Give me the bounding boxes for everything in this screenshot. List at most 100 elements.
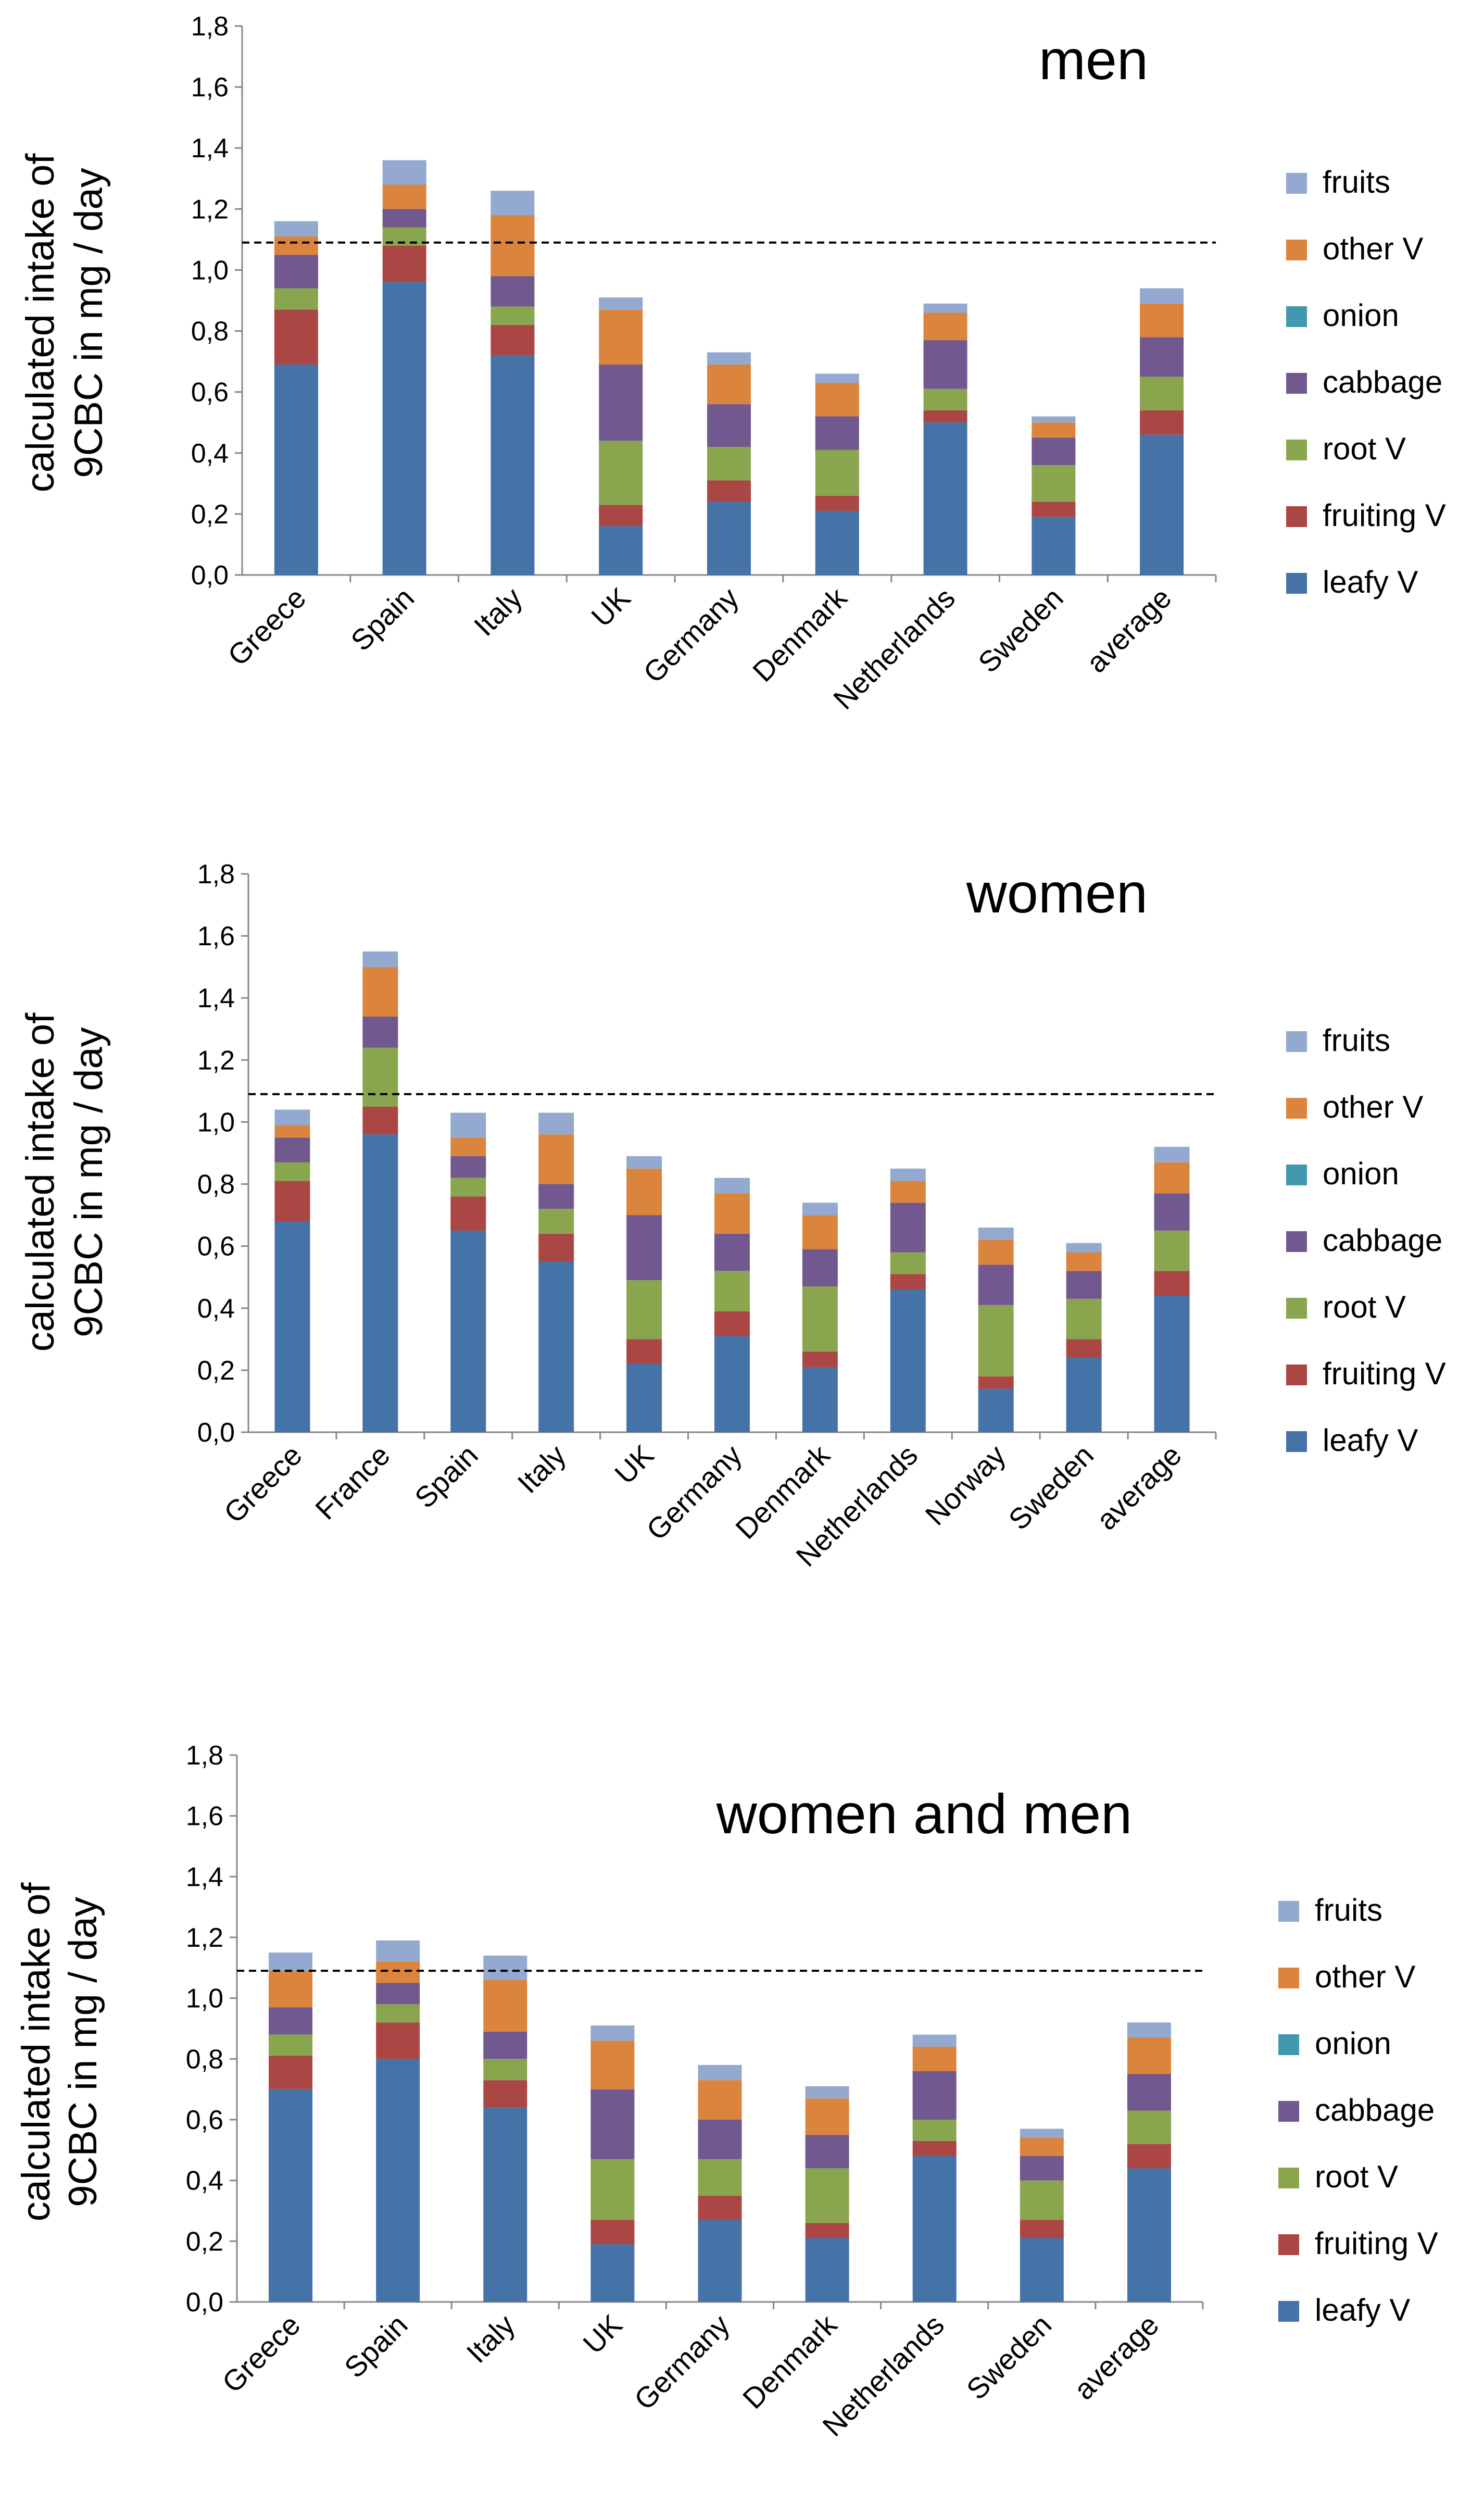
y-tick-label: 1,6	[191, 72, 229, 103]
y-axis-label-line1: calculated intake of	[18, 153, 62, 493]
legend-label-onion: onion	[1315, 2026, 1391, 2061]
bar-segment-root-v-average	[1127, 2110, 1171, 2144]
bar-segment-root-v-germany	[714, 1271, 750, 1311]
legend-swatch-fruiting-v	[1278, 2234, 1299, 2255]
bar-segment-other-v-uk	[590, 2041, 635, 2089]
bar-segment-fruits-average	[1140, 288, 1184, 304]
bar-segment-cabbage-uk	[626, 1215, 662, 1281]
bar-segment-fruits-spain	[450, 1112, 486, 1138]
bar-segment-root-v-denmark	[805, 2168, 849, 2223]
bar-segment-root-v-uk	[599, 441, 643, 505]
bar-segment-root-v-netherlands	[912, 2120, 957, 2141]
legend: fruits other V onion cabbage root V fruiting …	[1286, 165, 1446, 599]
bar-segment-fruiting-v-netherlands	[890, 1274, 926, 1290]
bar-segment-fruiting-v-france	[362, 1106, 398, 1135]
legend-swatch-cabbage	[1278, 2101, 1299, 2122]
bar-segment-leafy-v-average	[1127, 2168, 1171, 2302]
legend-label-leafy-v: leafy V	[1323, 565, 1418, 599]
bar-segment-fruits-spain	[382, 160, 426, 185]
bar-segment-cabbage-average	[1127, 2074, 1171, 2111]
bar-segment-cabbage-netherlands	[912, 2071, 957, 2120]
y-tick-label: 1,0	[197, 1107, 235, 1137]
bar-segment-other-v-denmark	[815, 383, 859, 417]
legend-swatch-fruiting-v	[1286, 1365, 1307, 1385]
bar-segment-other-v-italy	[491, 215, 535, 277]
y-axis-label-line2: 9CBC in mg / day	[67, 168, 111, 478]
legend-label-leafy-v: leafy V	[1315, 2293, 1410, 2327]
legend-swatch-cabbage	[1286, 373, 1307, 394]
bar-segment-other-v-netherlands	[890, 1181, 926, 1203]
bar-segment-fruiting-v-netherlands	[912, 2141, 957, 2156]
bar-segment-fruiting-v-average	[1140, 410, 1184, 435]
legend-swatch-other-v	[1278, 1968, 1299, 1988]
bar-segment-root-v-greece	[274, 1162, 310, 1181]
bar-segment-cabbage-sweden	[1020, 2156, 1064, 2181]
bar-segment-fruits-greece	[274, 1109, 310, 1125]
bar-segment-fruits-germany	[707, 352, 751, 365]
bar-segment-fruits-average	[1127, 2022, 1171, 2038]
bar-segment-fruits-netherlands	[912, 2034, 957, 2047]
bar-segment-leafy-v-greece	[274, 364, 318, 575]
bar-segment-root-v-france	[362, 1047, 398, 1107]
bar-segment-root-v-uk	[626, 1280, 662, 1340]
legend-swatch-onion	[1286, 306, 1307, 327]
bar-segment-fruiting-v-italy	[483, 2080, 527, 2108]
bar-segment-leafy-v-uk	[599, 526, 643, 575]
bar-segment-fruits-sweden	[1020, 2129, 1064, 2138]
bar-segment-cabbage-germany	[707, 404, 751, 447]
bar-segment-cabbage-norway	[978, 1265, 1014, 1305]
y-tick-label: 0,0	[186, 2287, 223, 2318]
bar-segment-cabbage-greece	[274, 255, 318, 289]
legend-label-fruiting-v: fruiting V	[1323, 1356, 1446, 1391]
bar-segment-other-v-greece	[274, 1125, 310, 1138]
legend: fruits other V onion cabbage root V fruiting …	[1286, 1023, 1446, 1458]
bar-segment-other-v-denmark	[805, 2098, 849, 2135]
bar-segment-root-v-average	[1154, 1230, 1190, 1271]
bar-segment-leafy-v-average	[1140, 434, 1184, 575]
legend-label-cabbage: cabbage	[1315, 2093, 1435, 2127]
chart-title: men	[1039, 28, 1148, 91]
y-tick-label: 1,8	[191, 11, 229, 42]
bar-segment-fruits-france	[362, 951, 398, 967]
bar-segment-other-v-average	[1127, 2037, 1171, 2074]
bar-segment-root-v-sweden	[1066, 1298, 1102, 1340]
bar-segment-fruiting-v-italy	[538, 1233, 574, 1262]
bar-segment-cabbage-germany	[714, 1233, 750, 1271]
bar-segment-cabbage-netherlands	[890, 1203, 926, 1253]
bar-segment-cabbage-spain	[376, 1983, 420, 2005]
legend-label-onion: onion	[1323, 298, 1399, 333]
bar-segment-cabbage-netherlands	[923, 340, 967, 389]
bar-segment-leafy-v-italy	[491, 355, 535, 575]
legend-label-root-v: root V	[1323, 1290, 1406, 1324]
y-axis-label-line2: 9CBC in mg / day	[61, 1897, 105, 2207]
chart-title: women	[966, 861, 1148, 924]
bar-segment-fruiting-v-sweden	[1066, 1339, 1102, 1358]
bar-segment-fruits-netherlands	[890, 1168, 926, 1181]
legend-label-other-v: other V	[1315, 1959, 1415, 1994]
bar-segment-root-v-denmark	[815, 449, 859, 496]
bar-segment-cabbage-denmark	[815, 416, 859, 450]
bar-segment-leafy-v-germany	[698, 2220, 742, 2302]
y-tick-label: 1,2	[191, 194, 229, 224]
legend-swatch-root-v	[1278, 2168, 1299, 2188]
bar-segment-root-v-germany	[707, 447, 751, 481]
legend-label-onion: onion	[1323, 1156, 1399, 1191]
bar-segment-fruiting-v-germany	[714, 1311, 750, 1336]
y-tick-label: 1,6	[197, 921, 235, 952]
bar-segment-leafy-v-netherlands	[923, 422, 967, 575]
bar-segment-root-v-germany	[698, 2159, 742, 2196]
y-axis-label-line2: 9CBC in mg / day	[67, 1027, 111, 1337]
y-tick-label: 0,6	[191, 378, 229, 408]
bar-segment-other-v-germany	[698, 2080, 742, 2120]
bar-segment-cabbage-uk	[599, 364, 643, 441]
bar-segment-root-v-italy	[483, 2059, 527, 2081]
chart-title: women and men	[716, 1782, 1132, 1845]
legend-swatch-root-v	[1286, 440, 1307, 460]
bar-segment-fruiting-v-germany	[698, 2195, 742, 2220]
y-axis-label-line1: calculated intake of	[14, 1882, 58, 2222]
bar-segment-fruits-netherlands	[923, 303, 967, 313]
y-tick-label: 0,8	[197, 1170, 235, 1200]
bar-segment-other-v-average	[1140, 303, 1184, 337]
bar-segment-fruiting-v-sweden	[1020, 2220, 1064, 2238]
